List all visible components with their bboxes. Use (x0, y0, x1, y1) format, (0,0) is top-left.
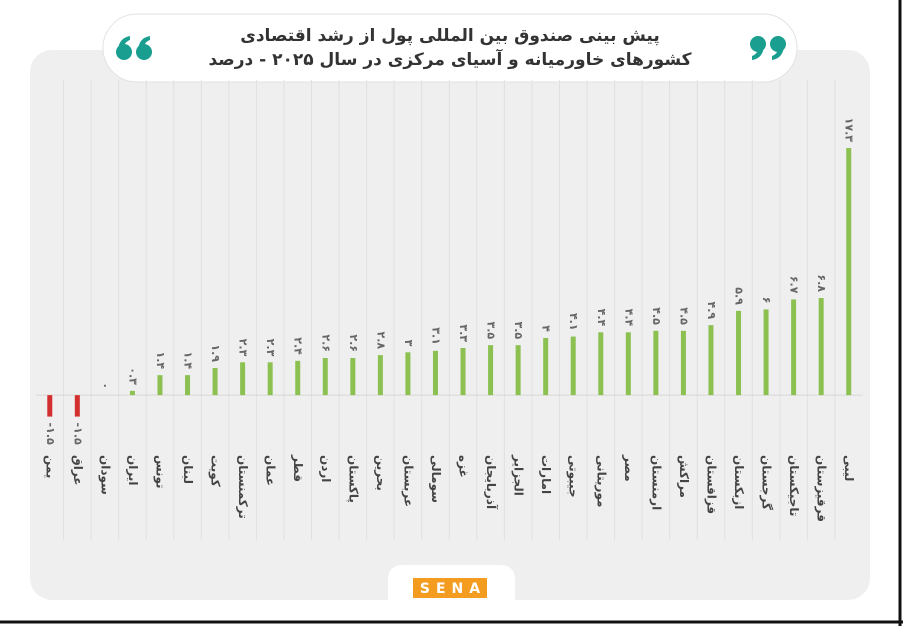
x-tick-label: تاجیکستان (787, 455, 801, 516)
bar (653, 330, 659, 396)
x-tick-label: امارات (539, 455, 553, 494)
logo: SENA (420, 581, 486, 597)
bar (488, 345, 494, 396)
bar (295, 360, 301, 396)
x-tick-label: لبنان (181, 455, 195, 484)
bar (763, 309, 769, 396)
bar (47, 395, 53, 417)
x-tick-label: مراکش (677, 455, 691, 498)
bar (680, 330, 686, 396)
x-tick-label: الجزایر (512, 454, 526, 496)
value-label: -۱.۵ (71, 423, 84, 445)
bar (267, 362, 273, 396)
x-tick-label: اردن (319, 455, 333, 482)
value-label: ۶ (760, 297, 773, 304)
x-tick-label: عربستان (401, 455, 415, 507)
value-label: ۳ (402, 340, 415, 347)
x-tick-label: ازبکستان (732, 455, 746, 509)
x-tick-label: غزه (457, 455, 471, 478)
bar (625, 332, 631, 396)
value-label: ۲.۸ (374, 332, 387, 350)
bar (185, 375, 191, 396)
x-tick-label: بحرین (374, 455, 388, 491)
x-tick-label: جیبوتی (566, 455, 581, 498)
bar (129, 390, 135, 396)
bar (350, 358, 356, 396)
x-tick-label: تونس (152, 455, 167, 489)
value-label: ۳.۵ (512, 322, 525, 340)
bar (570, 336, 576, 396)
x-tick-label: مصر (622, 454, 636, 482)
x-tick-label: پاکستان (346, 455, 360, 503)
x-tick-label: عراق (71, 455, 85, 486)
value-label: ۳.۳ (457, 324, 470, 342)
value-label: ۳.۱ (429, 327, 442, 345)
value-label: ۶.۸ (815, 274, 828, 292)
bar (846, 148, 852, 396)
x-tick-label: آذربایجان (484, 455, 499, 510)
value-label: ۴.۱ (567, 313, 580, 331)
value-label: ۴.۵ (650, 307, 663, 325)
x-tick-label: قزاقستان (704, 455, 718, 514)
x-tick-label: سودان (97, 455, 112, 495)
bar (405, 352, 411, 396)
value-label: ۱.۹ (209, 344, 222, 362)
quote-left (116, 36, 152, 60)
value-label: ۱.۴ (154, 352, 167, 370)
bar (432, 350, 438, 396)
bar (791, 299, 797, 396)
value-label: -۱.۵ (44, 423, 57, 445)
value-label: ۶.۷ (788, 276, 801, 294)
value-label: ۲.۴ (292, 337, 305, 355)
value-label: ۴.۴ (595, 309, 608, 327)
x-tick-label: لیبی (842, 455, 856, 481)
bar (74, 395, 80, 417)
bar (818, 298, 824, 396)
value-label: ۴.۹ (705, 302, 718, 320)
bar (212, 368, 218, 396)
value-label: ۰ (99, 382, 112, 389)
x-tick-label: موریتانی (593, 455, 608, 507)
bar (598, 332, 604, 396)
x-tick-label: ارمنستان (649, 455, 663, 510)
x-tick-label: قطر (291, 454, 305, 482)
bar (240, 362, 246, 396)
value-label: ۴.۵ (677, 307, 690, 325)
x-tick-label: قرقیزستان (815, 455, 829, 522)
chart-title: پیش بینی صندوق بین المللی پول از رشد اقت… (240, 26, 660, 46)
value-label: ۵.۹ (733, 287, 746, 305)
x-tick-label: گرجستان (760, 455, 774, 510)
value-label: ۴ (540, 325, 553, 332)
bar (543, 338, 549, 396)
x-tick-label: یمن (43, 455, 57, 478)
bar (322, 358, 328, 396)
bar (460, 348, 466, 396)
bar (515, 345, 521, 396)
x-tick-label: ترکمنستان (236, 455, 250, 519)
value-label: ۲.۳ (237, 339, 250, 357)
value-label: ۳.۵ (485, 322, 498, 340)
bar (708, 325, 714, 396)
title-box (102, 13, 798, 83)
chart-card (30, 50, 870, 600)
value-label: ۱۷.۳ (843, 118, 856, 143)
bar (736, 310, 742, 396)
value-label: ۱.۴ (182, 352, 195, 370)
value-label: ۲.۳ (264, 339, 277, 357)
quote-right (750, 36, 786, 60)
x-tick-label: کویت (208, 455, 223, 487)
logo-box (413, 578, 487, 598)
x-tick-label: ایران (126, 455, 140, 485)
value-label: ۰.۳ (126, 367, 139, 385)
value-label: ۲.۶ (319, 334, 332, 352)
value-label: ۴.۴ (622, 309, 635, 327)
bar (377, 355, 383, 396)
value-label: ۲.۶ (347, 334, 360, 352)
x-tick-label: عمان (264, 455, 278, 486)
x-tick-label: سومالی (428, 455, 443, 503)
chart-title: کشورهای خاورمیانه و آسیای مرکزی در سال ۲… (208, 48, 691, 70)
bar (157, 375, 163, 396)
